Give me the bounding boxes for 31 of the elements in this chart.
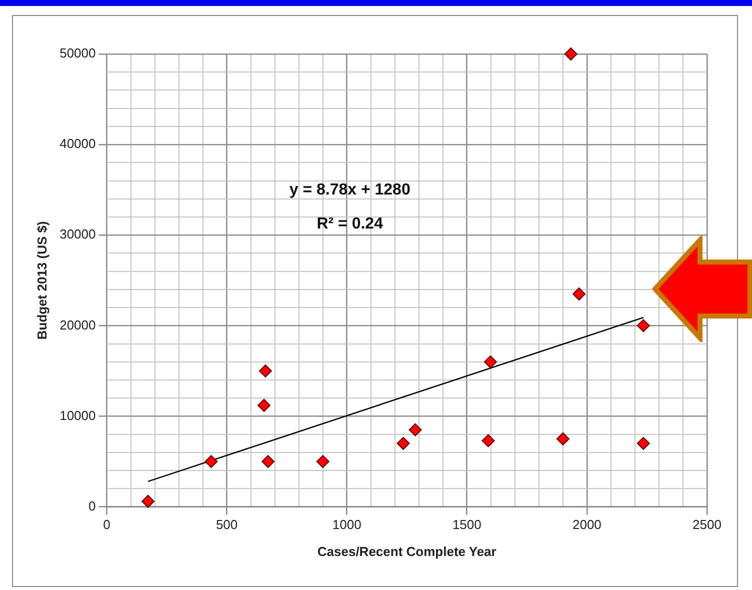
point — [636, 319, 650, 332]
point — [204, 455, 218, 468]
annotation: y = 8.78x + 1280 — [289, 181, 410, 198]
point — [396, 436, 410, 450]
x-tick-label: 1000 — [332, 517, 362, 532]
y-tick-label: 50000 — [60, 46, 96, 61]
point — [258, 398, 271, 412]
point — [572, 287, 586, 300]
point — [484, 355, 497, 368]
y-tick-label: 0 — [88, 498, 96, 514]
point — [636, 436, 650, 450]
x-tick-label: 2000 — [572, 517, 602, 532]
x-tick-label: 0 — [103, 517, 110, 532]
point — [408, 423, 422, 436]
point — [482, 434, 495, 448]
y-tick-label: 30000 — [60, 226, 96, 242]
point — [142, 494, 155, 508]
x-axis-title: Cases/Recent Complete Year — [317, 544, 496, 559]
point — [564, 48, 578, 60]
point — [262, 455, 275, 468]
x-tick-label: 2500 — [692, 517, 722, 532]
x-tick-label: 500 — [216, 517, 238, 532]
y-tick-label: 40000 — [60, 136, 96, 152]
point — [316, 455, 330, 468]
annotation: R² = 0.24 — [316, 215, 384, 232]
point — [258, 364, 272, 378]
point — [556, 432, 570, 446]
x-tick-label: 1500 — [452, 517, 482, 532]
y-tick-label: 20000 — [60, 317, 96, 332]
y-axis-title: Budget 2013 (US $) — [34, 221, 50, 340]
y-tick-label: 10000 — [60, 408, 96, 423]
